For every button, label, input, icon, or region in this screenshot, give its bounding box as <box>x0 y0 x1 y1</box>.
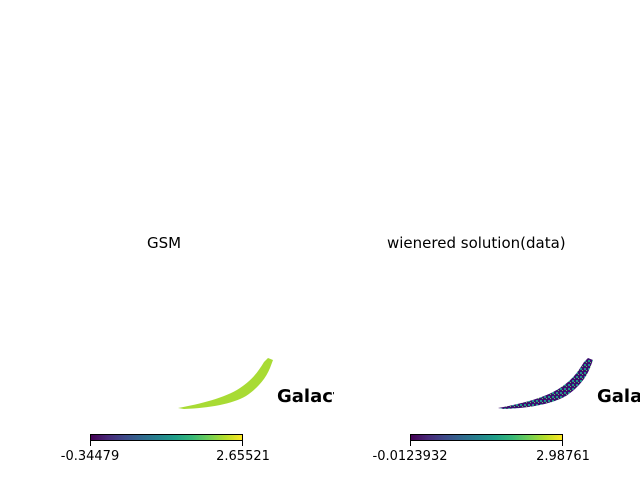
colorbar-min-label-wienered: -0.0123932 <box>372 449 448 464</box>
colorbar-max-label-gsm: 2.65521 <box>216 449 270 464</box>
panel-wienered: wienered solution(data) Galactic -0.0123… <box>320 0 640 480</box>
map-wienered <box>498 358 593 409</box>
panel-title-wienered: wienered solution(data) <box>387 234 566 252</box>
panel-title-gsm: GSM <box>147 234 182 252</box>
sky-patch-gsm <box>178 358 273 409</box>
colorbar-max-label-wienered: 2.98761 <box>536 449 590 464</box>
colorbar-tick-min-gsm <box>90 441 91 446</box>
colorbar-wienered <box>410 434 563 441</box>
colorbar-tick-min-wienered <box>410 441 411 446</box>
galactic-label-wienered: Galactic <box>597 386 640 407</box>
colorbar-tick-max-wienered <box>562 441 563 446</box>
colorbar-min-label-gsm: -0.34479 <box>60 449 120 464</box>
map-gsm <box>178 358 273 409</box>
colorbar-gsm <box>90 434 243 441</box>
panel-gsm: GSM Galactic -0.34479 2.65521 <box>60 234 334 464</box>
colorbar-tick-max-gsm <box>242 441 243 446</box>
galactic-label-gsm: Galactic <box>277 386 334 407</box>
sky-patch-wienered <box>498 358 593 409</box>
